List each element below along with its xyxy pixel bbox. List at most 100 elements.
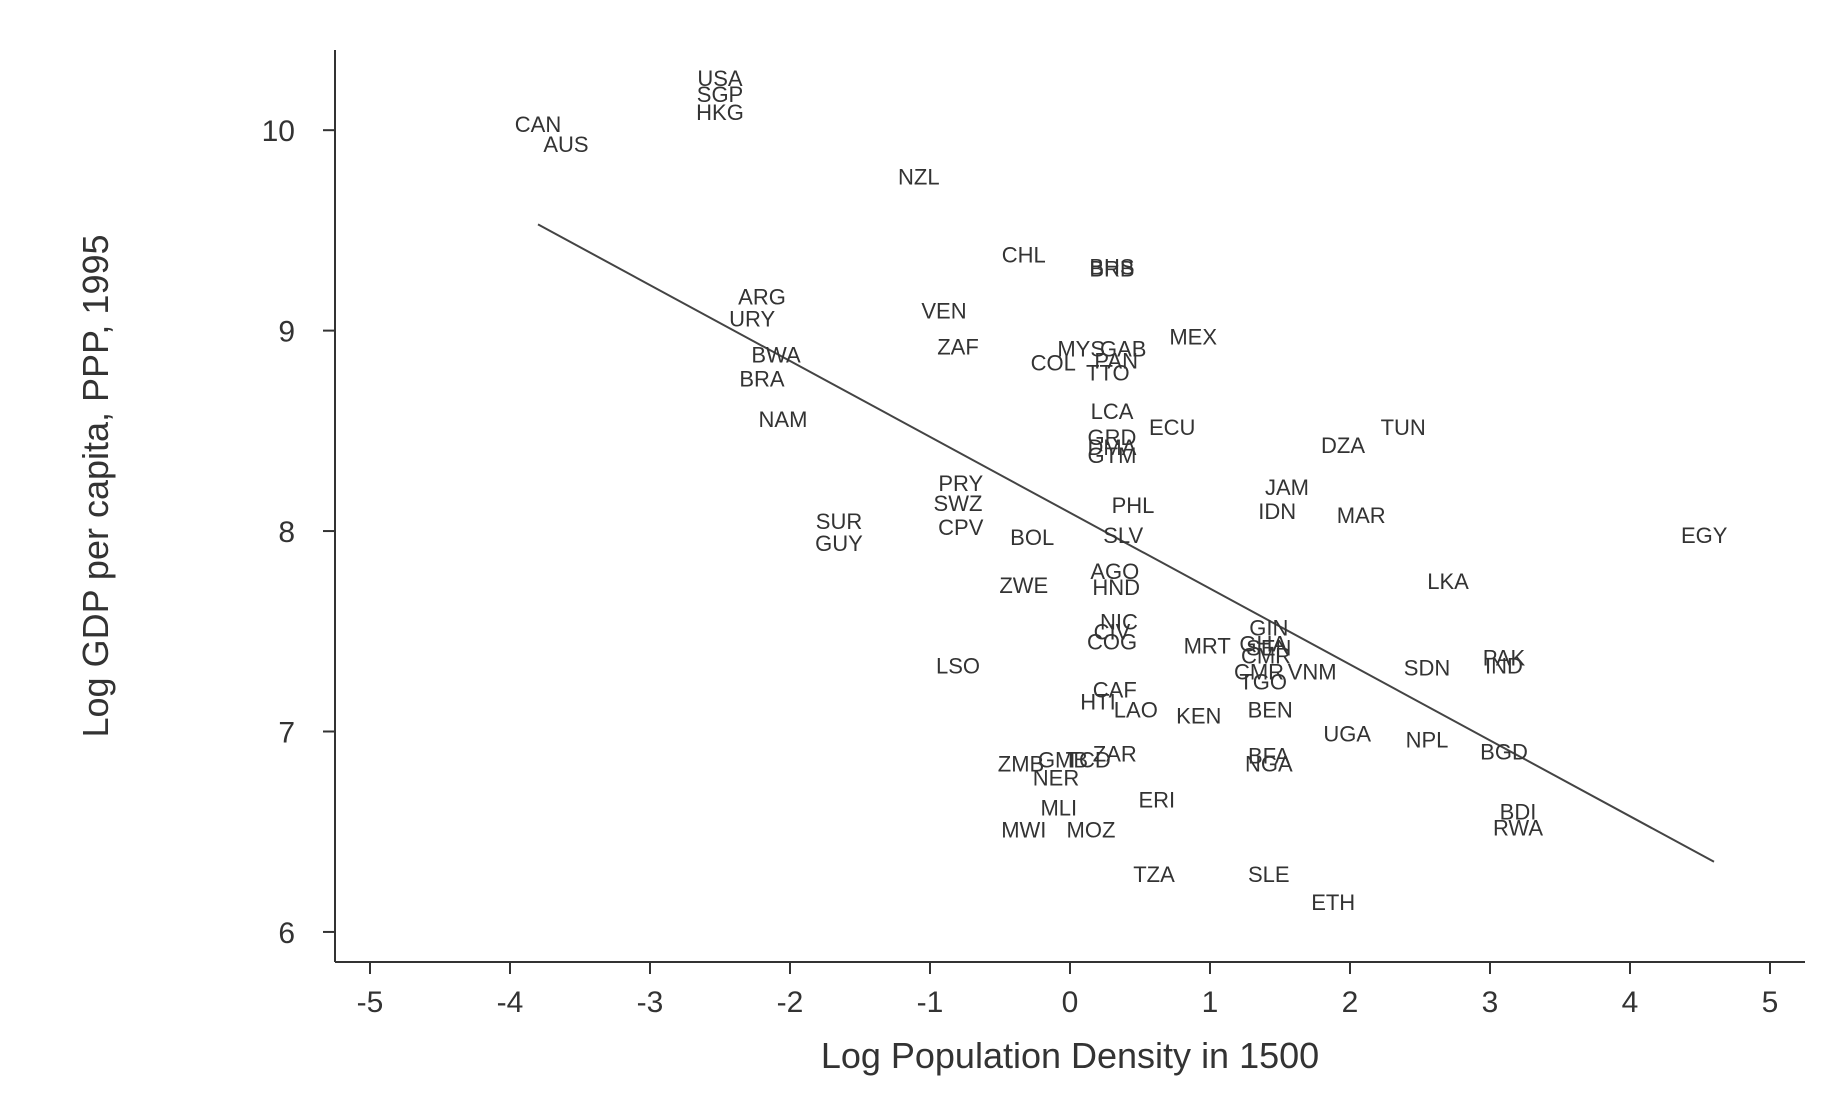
data-point-label: ZWE	[999, 573, 1048, 598]
y-tick-label: 8	[278, 516, 295, 549]
data-point-label: GTM	[1088, 443, 1137, 468]
data-point-label: GUY	[815, 531, 863, 556]
y-tick-label: 6	[278, 917, 295, 950]
data-point-label: SEN	[1246, 635, 1291, 660]
data-point-label: LKA	[1427, 569, 1469, 594]
data-point-label: BOL	[1010, 525, 1054, 550]
data-point-label: GAB	[1100, 337, 1146, 362]
data-point-label: LCA	[1091, 399, 1134, 424]
data-point-label: URY	[729, 307, 775, 332]
data-point-label: GHA	[1239, 631, 1287, 656]
data-point-label: NER	[1033, 766, 1079, 791]
data-point-label: VNM	[1288, 659, 1337, 684]
data-point-label: LSO	[936, 653, 980, 678]
data-point-label: TUN	[1381, 415, 1426, 440]
x-tick-label: 3	[1482, 986, 1499, 1019]
data-point-label: TGO	[1239, 669, 1287, 694]
data-point-label: GRD	[1088, 425, 1137, 450]
data-point-label: COG	[1087, 629, 1137, 654]
x-tick-label: 1	[1202, 986, 1219, 1019]
data-point-label: SLV	[1103, 523, 1143, 548]
y-tick-label: 10	[262, 115, 295, 148]
x-axis-ticks: -5 -4 -3 -2 -1 0 1 2 3 4 5	[357, 962, 1779, 1019]
data-point-label: VEN	[921, 299, 966, 324]
data-point-label: NGA	[1245, 752, 1293, 777]
data-point-label: SUR	[816, 509, 862, 534]
x-tick-label: 2	[1342, 986, 1359, 1019]
data-point-label: MWI	[1001, 818, 1046, 843]
data-point-label: CMR	[1241, 643, 1291, 668]
x-axis-title: Log Population Density in 1500	[821, 1035, 1319, 1076]
data-point-label: DZA	[1321, 433, 1365, 458]
data-point-label: HKG	[696, 100, 744, 125]
data-point-label: COL	[1031, 351, 1076, 376]
data-point-label: HTI	[1080, 689, 1115, 714]
data-point-label: USA	[697, 66, 743, 91]
data-point-label: MLI	[1040, 796, 1077, 821]
data-point-label: ERI	[1138, 788, 1175, 813]
data-point-label: ETH	[1311, 890, 1355, 915]
data-point-label: ARG	[738, 285, 786, 310]
data-point-label: SGP	[697, 82, 743, 107]
data-point-label: SDN	[1404, 655, 1450, 680]
data-point-label: CMR	[1234, 659, 1284, 684]
data-point-label: BHS	[1089, 254, 1134, 279]
data-point-label: HND	[1092, 575, 1140, 600]
data-point-label: AGO	[1090, 559, 1139, 584]
x-tick-label: 5	[1762, 986, 1779, 1019]
data-point-label: CPV	[938, 515, 984, 540]
data-point-label: AUS	[543, 132, 588, 157]
data-point-label: SWZ	[934, 491, 983, 516]
x-tick-label: 4	[1622, 986, 1639, 1019]
y-tick-label: 9	[278, 316, 295, 349]
data-point-label: CHL	[1002, 242, 1046, 267]
data-point-label: MRT	[1184, 633, 1231, 658]
data-point-label: MAR	[1337, 503, 1386, 528]
data-point-label: BRB	[1089, 256, 1134, 281]
data-point-label: MYS	[1057, 337, 1105, 362]
data-point-label: ZAF	[937, 335, 979, 360]
data-point-label: BDI	[1500, 800, 1537, 825]
data-point-label: GMB	[1038, 748, 1088, 773]
data-point-label: BRA	[739, 367, 785, 392]
x-tick-label: -3	[637, 986, 664, 1019]
y-axis-title: Log GDP per capita, PPP, 1995	[75, 234, 116, 737]
data-point-label: TCD	[1066, 748, 1111, 773]
data-point-label: NZL	[898, 164, 940, 189]
data-point-label: MOZ	[1067, 818, 1116, 843]
data-point-label: CIV	[1094, 619, 1131, 644]
y-axis-ticks: 6 7 8 9 10	[262, 115, 335, 950]
data-point-label: TTO	[1086, 361, 1130, 386]
data-point-label: PAN	[1094, 349, 1138, 374]
data-point-label: JAM	[1265, 475, 1309, 500]
data-point-label: CAF	[1093, 677, 1137, 702]
data-point-label: PRY	[938, 471, 983, 496]
data-point-label: ECU	[1149, 415, 1195, 440]
data-point-label: ZAR	[1093, 742, 1137, 767]
x-tick-label: -1	[917, 986, 944, 1019]
data-point-label: BFA	[1248, 744, 1290, 769]
data-point-label: DMA	[1088, 435, 1137, 460]
data-point-label: MEX	[1169, 325, 1217, 350]
data-point-label: IND	[1485, 653, 1523, 678]
data-point-label: UGA	[1323, 721, 1371, 746]
data-point-label: TZA	[1133, 862, 1175, 887]
data-point-label: NAM	[759, 407, 808, 432]
data-point-label: NIC	[1100, 609, 1138, 634]
data-point-label: KEN	[1176, 703, 1221, 728]
data-point-label: BWA	[751, 343, 801, 368]
data-point-label: BEN	[1248, 697, 1293, 722]
x-tick-label: -4	[497, 986, 524, 1019]
data-point-label: LAO	[1114, 697, 1158, 722]
data-point-label: GIN	[1249, 615, 1288, 640]
data-point-label: SLE	[1248, 862, 1290, 887]
regression-line	[537, 223, 1715, 863]
data-point-label: EGY	[1681, 523, 1728, 548]
data-point-label: BGD	[1480, 740, 1528, 765]
data-point-label: CAN	[515, 112, 561, 137]
data-point-label: PHL	[1112, 493, 1155, 518]
x-tick-label: -2	[777, 986, 804, 1019]
x-tick-label: 0	[1062, 986, 1079, 1019]
